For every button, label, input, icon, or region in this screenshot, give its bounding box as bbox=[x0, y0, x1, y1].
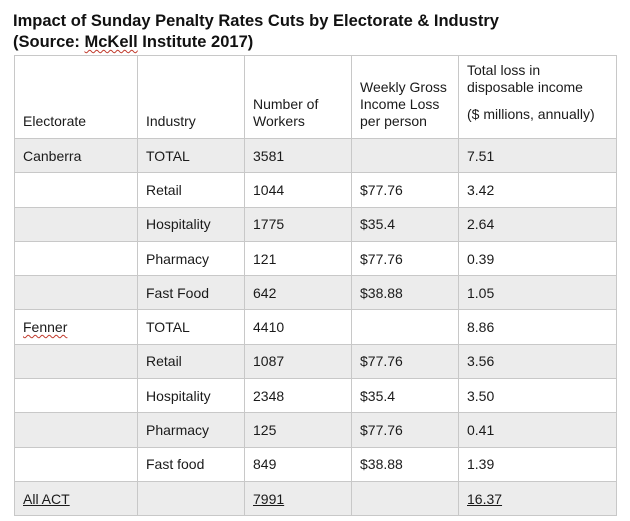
cell-electorate bbox=[14, 240, 138, 277]
cell-electorate bbox=[14, 206, 138, 242]
cell-industry: TOTAL bbox=[137, 309, 245, 345]
header-industry: Industry bbox=[137, 55, 245, 139]
cell-industry: Pharmacy bbox=[137, 240, 245, 277]
cell-workers: 2348 bbox=[244, 378, 352, 414]
table-row: Pharmacy 125 $77.76 0.41 bbox=[14, 412, 617, 448]
cell-weekly-loss: $35.4 bbox=[351, 378, 459, 414]
cell-workers: 7991 bbox=[244, 480, 352, 517]
cell-total-loss: 2.64 bbox=[458, 206, 617, 242]
table-row: Retail 1044 $77.76 3.42 bbox=[14, 172, 617, 208]
cell-total-loss: 3.56 bbox=[458, 343, 617, 380]
cell-total-loss: 0.39 bbox=[458, 240, 617, 277]
cell-industry: Hospitality bbox=[137, 378, 245, 414]
cell-workers: 121 bbox=[244, 240, 352, 277]
table-row: Fenner TOTAL 4410 8.86 bbox=[14, 309, 617, 345]
cell-electorate: Canberra bbox=[14, 137, 138, 174]
header-total-loss-label: Total loss in disposable income bbox=[467, 62, 583, 95]
cell-industry: TOTAL bbox=[137, 137, 245, 174]
cell-industry: Pharmacy bbox=[137, 412, 245, 448]
table-row: Retail 1087 $77.76 3.56 bbox=[14, 343, 617, 380]
header-total-loss-unit: ($ millions, annually) bbox=[467, 106, 595, 122]
table-row: Fast food 849 $38.88 1.39 bbox=[14, 446, 617, 482]
header-row: Electorate Industry Number of Workers We… bbox=[14, 55, 617, 139]
cell-electorate bbox=[14, 378, 138, 414]
cell-workers: 1087 bbox=[244, 343, 352, 380]
all-act-total-loss: 16.37 bbox=[467, 490, 503, 507]
cell-total-loss: 7.51 bbox=[458, 137, 617, 174]
cell-industry: Fast food bbox=[137, 446, 245, 482]
title-source-suffix: Institute 2017) bbox=[137, 33, 254, 51]
cell-industry: Retail bbox=[137, 172, 245, 208]
title-line-1: Impact of Sunday Penalty Rates Cuts by E… bbox=[13, 12, 499, 30]
cell-total-loss: 0.41 bbox=[458, 412, 617, 448]
header-electorate: Electorate bbox=[14, 55, 138, 139]
cell-total-loss: 16.37 bbox=[458, 480, 617, 517]
electorate-all-act: All ACT bbox=[23, 490, 70, 507]
cell-total-loss: 1.39 bbox=[458, 446, 617, 482]
electorate-fenner: Fenner bbox=[23, 319, 68, 336]
cell-workers: 3581 bbox=[244, 137, 352, 174]
cell-weekly-loss bbox=[351, 137, 459, 174]
cell-electorate: All ACT bbox=[14, 480, 138, 517]
cell-industry: Retail bbox=[137, 343, 245, 380]
cell-electorate: Fenner bbox=[14, 309, 138, 345]
cell-total-loss: 3.42 bbox=[458, 172, 617, 208]
title-source-prefix: (Source: bbox=[13, 33, 85, 51]
cell-electorate bbox=[14, 172, 138, 208]
cell-weekly-loss: $77.76 bbox=[351, 343, 459, 380]
cell-electorate bbox=[14, 275, 138, 311]
cell-electorate bbox=[14, 343, 138, 380]
cell-weekly-loss bbox=[351, 480, 459, 517]
penalty-rates-table: Electorate Industry Number of Workers We… bbox=[14, 55, 617, 517]
table-row: Hospitality 1775 $35.4 2.64 bbox=[14, 206, 617, 242]
cell-workers: 125 bbox=[244, 412, 352, 448]
title-line-2: (Source: McKell Institute 2017) bbox=[13, 32, 623, 53]
table-row: Pharmacy 121 $77.76 0.39 bbox=[14, 240, 617, 277]
cell-industry bbox=[137, 480, 245, 517]
cell-electorate bbox=[14, 446, 138, 482]
cell-industry: Fast Food bbox=[137, 275, 245, 311]
document-title: Impact of Sunday Penalty Rates Cuts by E… bbox=[13, 11, 623, 53]
cell-total-loss: 8.86 bbox=[458, 309, 617, 345]
cell-industry: Hospitality bbox=[137, 206, 245, 242]
cell-weekly-loss: $77.76 bbox=[351, 240, 459, 277]
cell-weekly-loss: $77.76 bbox=[351, 412, 459, 448]
title-source-name: McKell bbox=[84, 33, 138, 51]
table-row: Hospitality 2348 $35.4 3.50 bbox=[14, 378, 617, 414]
table-row: Canberra TOTAL 3581 7.51 bbox=[14, 137, 617, 174]
cell-weekly-loss: $38.88 bbox=[351, 446, 459, 482]
cell-weekly-loss: $77.76 bbox=[351, 172, 459, 208]
cell-workers: 642 bbox=[244, 275, 352, 311]
table-row-all-act: All ACT 7991 16.37 bbox=[14, 480, 617, 517]
cell-weekly-loss bbox=[351, 309, 459, 345]
cell-workers: 849 bbox=[244, 446, 352, 482]
cell-weekly-loss: $35.4 bbox=[351, 206, 459, 242]
table-row: Fast Food 642 $38.88 1.05 bbox=[14, 275, 617, 311]
header-workers: Number of Workers bbox=[244, 55, 352, 139]
all-act-workers: 7991 bbox=[253, 490, 285, 507]
cell-workers: 1775 bbox=[244, 206, 352, 242]
cell-workers: 4410 bbox=[244, 309, 352, 345]
cell-total-loss: 3.50 bbox=[458, 378, 617, 414]
header-total-loss: Total loss in disposable income ($ milli… bbox=[458, 55, 617, 139]
cell-total-loss: 1.05 bbox=[458, 275, 617, 311]
cell-workers: 1044 bbox=[244, 172, 352, 208]
cell-weekly-loss: $38.88 bbox=[351, 275, 459, 311]
header-weekly-loss: Weekly Gross Income Loss per person bbox=[351, 55, 459, 139]
cell-electorate bbox=[14, 412, 138, 448]
